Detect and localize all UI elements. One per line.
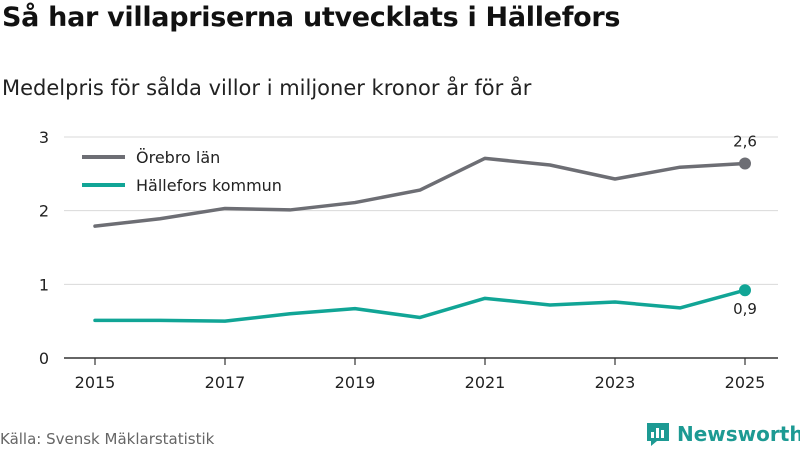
y-axis-ticks: 0 1 2 3 [39,128,49,368]
x-tick-label-2023: 2023 [595,373,636,392]
legend-label-0: Örebro län [136,148,220,167]
grid-lines [64,136,778,359]
x-tick-label-2025: 2025 [725,373,766,392]
brand-logo: Newsworthy [645,420,800,448]
legend-label-1: Hällefors kommun [136,176,282,195]
x-axis-ticks: 2015 2017 2019 2021 2023 2025 [75,358,766,392]
series-line-0 [93,156,747,228]
brand-name: Newsworthy [677,422,800,446]
source-note: Källa: Svensk Mäklarstatistik [0,430,215,448]
end-labels: 2,6 0,9 [733,133,757,319]
chart-subtitle: Medelpris för sålda villor i miljoner kr… [2,76,532,100]
y-tick-label-2: 2 [39,202,49,221]
series-line-1 [93,288,747,323]
end-value-label-1: 0,9 [733,300,757,318]
x-tick-label-2021: 2021 [465,373,506,392]
series-end-marker-1 [739,284,751,297]
x-tick-label-2019: 2019 [335,373,376,392]
series-end-marker-0 [739,157,751,170]
chart-title: Så har villapriserna utvecklats i Hällef… [2,2,621,33]
newsworthy-logo-icon [647,423,669,446]
end-value-label-0: 2,6 [733,133,757,151]
y-tick-label-1: 1 [39,275,49,294]
x-tick-label-2015: 2015 [75,373,116,392]
x-tick-label-2017: 2017 [205,373,246,392]
legend: Örebro län Hällefors kommun [82,148,282,195]
series-lines [93,156,751,323]
y-tick-label-3: 3 [39,128,49,147]
y-tick-label-0: 0 [39,349,49,368]
